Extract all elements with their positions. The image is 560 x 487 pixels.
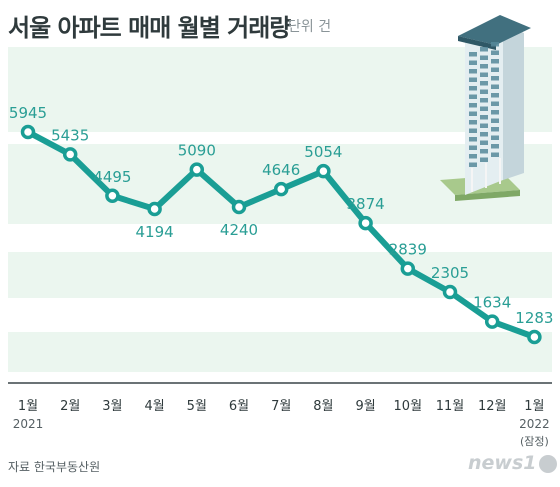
data-point	[147, 201, 162, 217]
background-band	[8, 332, 552, 372]
x-tick-label: 5월	[187, 399, 207, 414]
chart-title: 서울 아파트 매매 월별 거래량	[8, 14, 291, 42]
watermark-badge-icon	[538, 454, 557, 473]
x-tick-label: 8월	[313, 399, 333, 414]
data-point	[105, 188, 120, 204]
data-point	[442, 284, 458, 300]
data-point	[358, 215, 373, 231]
data-point	[273, 181, 289, 197]
data-point	[484, 314, 500, 329]
data-label: 4194	[136, 223, 174, 241]
data-point	[527, 329, 542, 345]
unit-label: 단위 건	[288, 19, 332, 35]
data-point	[231, 199, 247, 215]
data-label: 4495	[93, 168, 131, 186]
background-band	[8, 47, 552, 132]
data-point	[400, 261, 416, 276]
data-label: 2839	[389, 241, 427, 259]
data-label: 2305	[431, 264, 469, 282]
x-tick-label: 3월	[102, 399, 122, 414]
x-tick-label: 4월	[144, 399, 164, 414]
x-tick-label: 10월	[394, 399, 423, 414]
background-band	[8, 252, 552, 298]
data-label: 5945	[9, 104, 47, 122]
x-tick-label: 1월	[18, 399, 38, 414]
data-label: 5090	[178, 142, 216, 160]
x-tick-label: 11월	[436, 399, 465, 414]
data-label: 1283	[515, 309, 553, 327]
data-point	[20, 124, 36, 140]
data-label: 4240	[220, 221, 258, 239]
data-label: 1634	[473, 294, 511, 312]
x-tick-label: 6월	[229, 399, 249, 414]
data-label: 3874	[347, 195, 385, 213]
source-note: 자료 한국부동산원	[8, 460, 101, 474]
x-tick-label: 7월	[271, 399, 291, 414]
series-line	[20, 124, 542, 345]
provisional-note: (잠정)	[520, 435, 549, 448]
x-tick-label: 9월	[355, 399, 375, 414]
data-label: 5054	[304, 143, 342, 161]
x-tick-label: 2월	[60, 399, 80, 414]
x-tick-year-label: 2022	[519, 417, 550, 431]
x-tick-label: 12월	[478, 399, 507, 414]
news1-watermark: news1	[468, 452, 557, 474]
apartment-building-illustration	[440, 15, 531, 201]
x-tick-year-label: 2021	[13, 417, 44, 431]
data-point	[316, 163, 331, 179]
data-point	[62, 147, 78, 162]
data-label: 4646	[262, 161, 300, 179]
data-point	[189, 162, 205, 177]
data-label: 5435	[51, 126, 89, 144]
x-tick-label: 1월	[524, 399, 544, 414]
watermark-text: news1	[468, 452, 537, 474]
x-tick-labels: 1월 2021 2월 3월 4월 5월 6월 7월 8월 9월 10월 11월 12월 1월 2022 (잠정…	[13, 399, 550, 448]
